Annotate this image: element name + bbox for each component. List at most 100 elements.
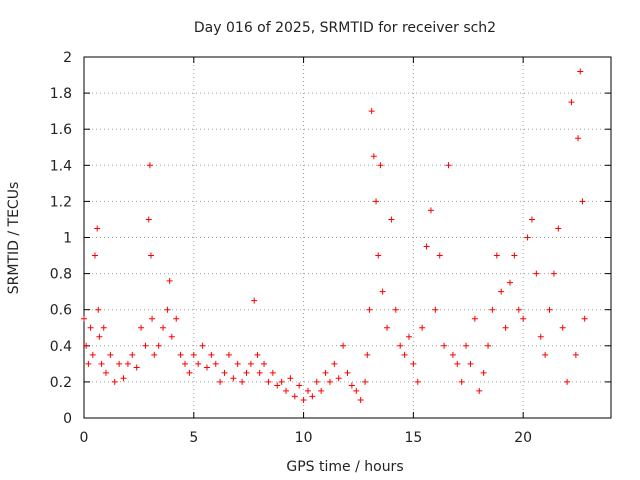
y-tick-label: 0.6 [50, 303, 72, 319]
data-point [254, 351, 261, 358]
data-point [524, 234, 531, 241]
x-tick-label: 20 [514, 430, 532, 446]
data-point [368, 108, 375, 115]
data-point [146, 162, 153, 169]
data-point [546, 306, 553, 313]
data-point [410, 360, 417, 367]
data-point [251, 297, 258, 304]
data-point [463, 342, 470, 349]
data-point [575, 135, 582, 142]
grid-lines [84, 57, 611, 418]
y-tick-label: 0 [63, 411, 72, 427]
data-point [120, 375, 127, 382]
data-point [353, 387, 360, 394]
data-point [506, 279, 513, 286]
data-point [542, 351, 549, 358]
plot-frame [83, 56, 612, 419]
data-point [577, 68, 584, 75]
x-tick-label: 10 [295, 430, 313, 446]
data-point [419, 324, 426, 331]
data-point [107, 351, 114, 358]
data-point [568, 99, 575, 106]
x-tick-label: 0 [80, 430, 89, 446]
x-tick-label: 5 [189, 430, 198, 446]
data-point [195, 360, 202, 367]
data-point [100, 324, 107, 331]
data-point [85, 360, 92, 367]
y-tick-labels: 0 0.2 0.4 0.6 0.8 1 1.2 1.4 1.6 1.8 2 [50, 50, 72, 427]
data-point [471, 315, 478, 322]
data-point [83, 342, 90, 349]
data-point [261, 360, 268, 367]
data-point [550, 270, 557, 277]
data-point [89, 351, 96, 358]
data-point [405, 333, 412, 340]
data-point [91, 252, 98, 259]
data-point [203, 364, 210, 371]
data-point [166, 277, 173, 284]
data-point [291, 393, 298, 400]
data-point [377, 162, 384, 169]
data-point [212, 360, 219, 367]
data-point [283, 387, 290, 394]
y-tick-label: 1 [63, 231, 72, 247]
y-tick-label: 2 [63, 50, 72, 66]
data-point [190, 351, 197, 358]
data-point [401, 351, 408, 358]
y-tick-label: 1.4 [50, 158, 72, 174]
data-point [384, 324, 391, 331]
data-point [96, 333, 103, 340]
y-tick-label: 0.2 [50, 375, 72, 391]
data-point [581, 315, 588, 322]
data-point [147, 252, 154, 259]
data-point [304, 387, 311, 394]
data-point [177, 351, 184, 358]
data-point [528, 216, 535, 223]
data-point [186, 369, 193, 376]
data-point [572, 351, 579, 358]
data-point [142, 342, 149, 349]
data-point [520, 315, 527, 322]
data-point [441, 342, 448, 349]
x-tick-labels: 0 5 10 15 20 [80, 430, 533, 446]
data-point [555, 225, 562, 232]
y-tick-label: 1.8 [50, 86, 72, 102]
data-point [436, 252, 443, 259]
data-point [208, 351, 215, 358]
x-tick-label: 15 [404, 430, 422, 446]
y-tick-label: 1.2 [50, 194, 72, 210]
data-point [348, 382, 355, 389]
data-point [388, 216, 395, 223]
data-point [397, 342, 404, 349]
data-point [318, 387, 325, 394]
data-point [296, 382, 303, 389]
data-point [370, 153, 377, 160]
data-point [331, 360, 338, 367]
data-point [230, 375, 237, 382]
data-point [414, 378, 421, 385]
data-point [149, 315, 156, 322]
data-point [269, 369, 276, 376]
data-point [160, 324, 167, 331]
data-point [445, 162, 452, 169]
data-point [278, 378, 285, 385]
data-point [274, 382, 281, 389]
data-point [335, 375, 342, 382]
data-point [427, 207, 434, 214]
data-point [81, 315, 87, 322]
data-point [145, 216, 152, 223]
data-point [225, 351, 232, 358]
y-axis-label: SRMTID / TECUs [6, 182, 22, 295]
data-point [449, 351, 456, 358]
data-point [423, 243, 430, 250]
data-point [379, 288, 386, 295]
data-point [498, 288, 505, 295]
data-point [344, 369, 351, 376]
data-point [480, 369, 487, 376]
data-point [221, 369, 228, 376]
data-point [485, 342, 492, 349]
data-point [364, 351, 371, 358]
data-point [217, 378, 224, 385]
data-point [515, 306, 522, 313]
